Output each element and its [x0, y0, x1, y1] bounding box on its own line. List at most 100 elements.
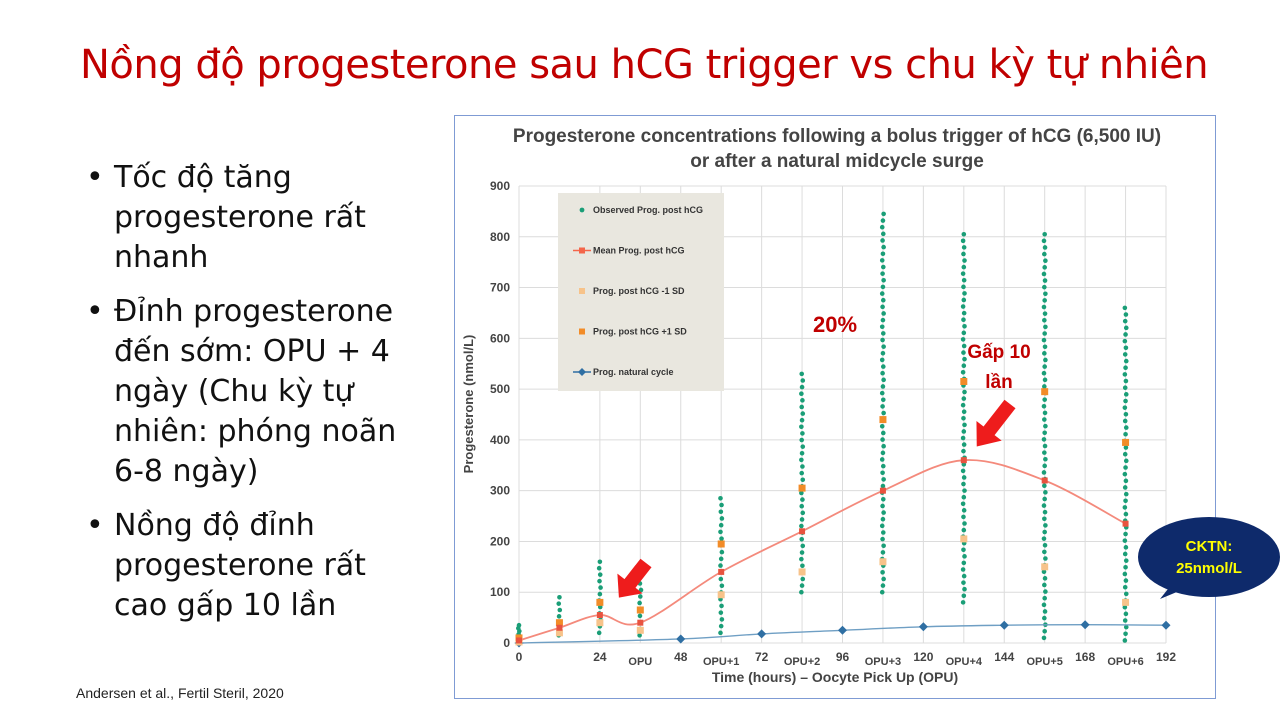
- observed-point: [1042, 251, 1047, 257]
- observed-point: [1123, 425, 1129, 430]
- observed-point: [1041, 470, 1047, 475]
- observed-point: [1122, 451, 1128, 457]
- observed-point: [961, 448, 966, 454]
- observed-point: [1043, 357, 1048, 363]
- observed-point: [961, 310, 967, 316]
- observed-point: [1042, 629, 1047, 634]
- observed-point: [719, 617, 725, 622]
- observed-point: [961, 284, 966, 290]
- observed-point: [799, 490, 804, 496]
- observed-point: [961, 343, 967, 349]
- chart-frame: Progesterone concentrations following a …: [454, 115, 1216, 699]
- observed-point: [800, 510, 806, 516]
- observed-point: [1041, 304, 1047, 310]
- observed-point: [880, 450, 886, 456]
- y-tick-label: 300: [490, 484, 510, 498]
- observed-point: [960, 369, 966, 375]
- observed-point: [1041, 370, 1047, 376]
- observed-point: [879, 523, 885, 529]
- observed-point: [962, 291, 967, 296]
- observed-point: [880, 437, 885, 442]
- observed-point: [1123, 445, 1129, 450]
- observed-point: [1042, 397, 1047, 402]
- opu-tick-label: OPU+4: [946, 656, 983, 668]
- observed-point: [718, 495, 723, 501]
- mean-post-hcg-point: [556, 624, 563, 631]
- observed-point: [1042, 298, 1047, 303]
- mean-post-hcg-line: [518, 459, 1127, 642]
- observed-point: [597, 559, 603, 565]
- observed-point: [1042, 450, 1047, 455]
- mean-post-hcg-point: [637, 619, 644, 626]
- observed-point: [880, 218, 886, 223]
- observed-point: [881, 277, 886, 283]
- observed-point: [881, 344, 886, 349]
- mean-post-hcg-point: [1041, 477, 1048, 484]
- observed-point: [880, 497, 886, 502]
- observed-point: [962, 422, 967, 428]
- observed-point: [1122, 584, 1128, 590]
- chart-title-line2: or after a natural midcycle surge: [690, 151, 984, 172]
- observed-point: [718, 623, 724, 629]
- observed-point: [880, 384, 886, 389]
- observed-point: [879, 589, 885, 595]
- observed-point: [799, 437, 805, 443]
- mean-post-hcg-point: [1122, 520, 1129, 527]
- observed-point: [961, 573, 967, 579]
- observed-point: [960, 435, 966, 441]
- observed-point: [1043, 324, 1048, 330]
- observed-point: [881, 211, 886, 217]
- slide-title: Nồng độ progesterone sau hCG trigger vs …: [80, 42, 1209, 88]
- observed-point: [1122, 638, 1128, 643]
- observed-point: [962, 586, 967, 592]
- observed-point: [1123, 465, 1128, 470]
- observed-point: [880, 297, 886, 303]
- observed-point: [1042, 509, 1048, 515]
- observed-point: [1043, 456, 1048, 462]
- observed-point: [880, 317, 886, 323]
- x-axis-label: Time (hours) – Oocyte Pick Up (OPU): [712, 669, 958, 685]
- observed-point: [1043, 490, 1048, 495]
- observed-point: [799, 589, 804, 595]
- callout-line1: CKTN:: [1186, 538, 1233, 555]
- legend-label: Mean Prog. post hCG: [593, 246, 685, 256]
- observed-point: [637, 600, 642, 606]
- observed-point: [799, 417, 805, 423]
- observed-point: [718, 563, 723, 568]
- observed-point: [800, 543, 806, 549]
- observed-point: [962, 323, 967, 329]
- observed-point: [880, 284, 886, 290]
- observed-point: [1041, 569, 1047, 575]
- observed-point: [962, 554, 967, 559]
- observed-point: [1042, 595, 1047, 601]
- observed-point: [961, 409, 967, 415]
- legend-marker: [578, 368, 586, 376]
- observed-point: [1123, 558, 1129, 563]
- observed-point: [1043, 589, 1048, 594]
- observed-point: [880, 251, 886, 257]
- observed-point: [516, 622, 522, 628]
- observed-point: [719, 516, 725, 521]
- observed-point: [880, 397, 886, 403]
- observed-point: [1041, 602, 1047, 608]
- observed-point: [799, 517, 805, 522]
- observed-point: [1122, 305, 1128, 311]
- axis-layer: 0 100 200 300 400 500 600 700 800 900 0 24 48 72 96 120…: [490, 179, 1176, 668]
- observed-point: [800, 576, 806, 582]
- observed-point: [960, 567, 966, 572]
- legend-marker: [579, 207, 585, 213]
- plus-1sd-point: [1122, 438, 1130, 446]
- observed-point: [1123, 498, 1128, 504]
- observed-point: [1122, 571, 1128, 577]
- observed-point: [1043, 423, 1048, 429]
- annotation-layer: 20% Gấp 10 lần: [617, 312, 1031, 598]
- observed-point: [719, 583, 725, 589]
- observed-point: [879, 258, 885, 263]
- legend: Observed Prog. post hCG Mean Prog. post h…: [558, 193, 724, 391]
- observed-point: [880, 264, 886, 270]
- bullet-item: Nồng độ đỉnh progesterone rất cao gấp 10…: [86, 506, 416, 626]
- observed-point: [879, 390, 885, 396]
- observed-point: [1123, 478, 1129, 484]
- observed-point: [718, 509, 724, 515]
- observed-point: [1122, 471, 1128, 477]
